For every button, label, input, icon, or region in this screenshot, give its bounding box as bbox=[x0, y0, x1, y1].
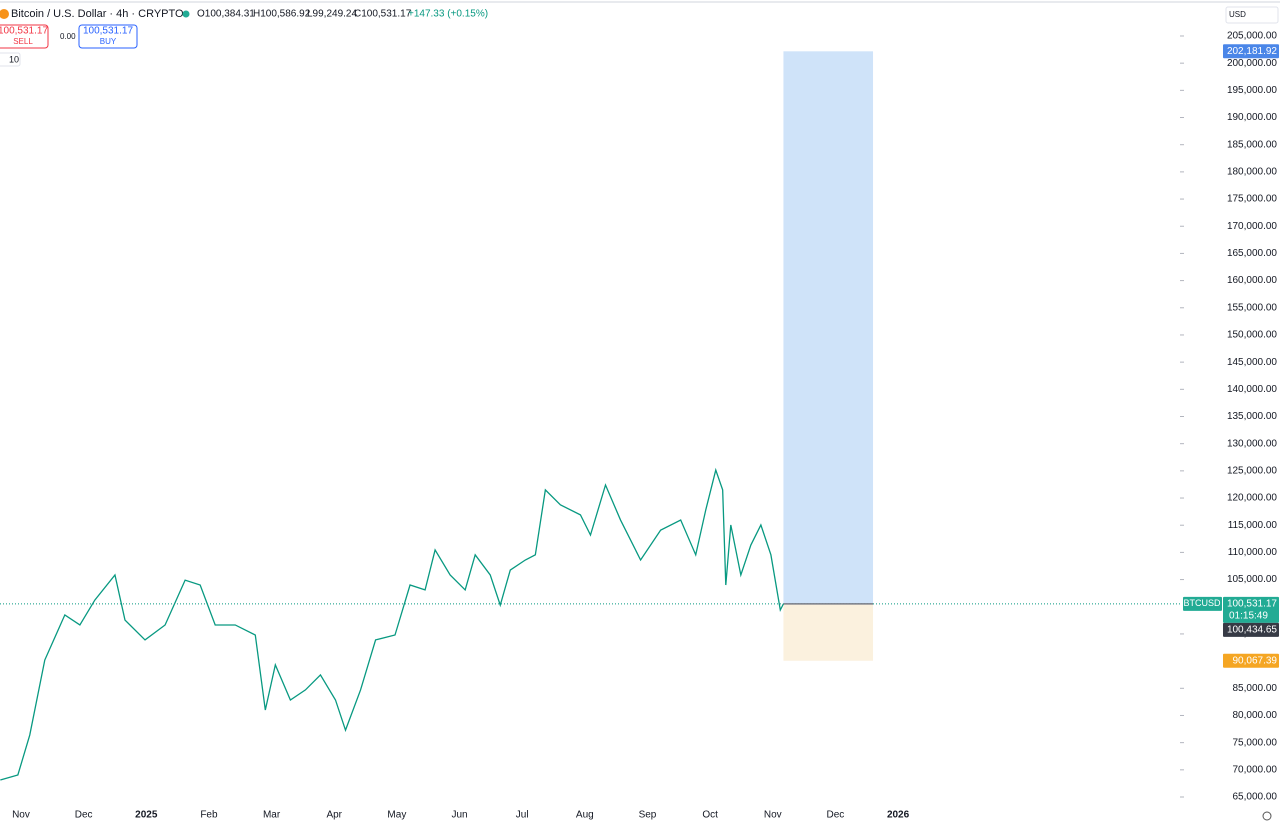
prev-price-label-bg bbox=[1223, 622, 1279, 637]
y-tick-label: 70,000.00 bbox=[1233, 764, 1278, 775]
loss-zone bbox=[783, 603, 874, 661]
chart-title[interactable]: Bitcoin / U.S. Dollar · 4h · CRYPTO bbox=[11, 8, 184, 20]
countdown: 01:15:49 bbox=[1229, 611, 1268, 622]
sell-button[interactable] bbox=[0, 24, 49, 49]
y-tick-label: 125,000.00 bbox=[1227, 465, 1277, 476]
y-tick-label: 85,000.00 bbox=[1233, 683, 1278, 694]
y-tick-label: 80,000.00 bbox=[1233, 710, 1278, 721]
entry-label-bg bbox=[1223, 596, 1279, 623]
y-tick-label: 110,000.00 bbox=[1228, 547, 1278, 558]
y-tick-label: 145,000.00 bbox=[1227, 357, 1277, 368]
x-tick-label: Sep bbox=[639, 810, 657, 821]
y-tick-label: 130,000.00 bbox=[1227, 438, 1277, 449]
x-tick-label: 2026 bbox=[887, 810, 910, 821]
ohlc-low: L99,249.24 bbox=[307, 9, 357, 20]
y-tick-label: 105,000.00 bbox=[1227, 574, 1277, 585]
ohlc-change: +147.33 (+0.15%) bbox=[408, 9, 488, 20]
y-tick-label: 150,000.00 bbox=[1227, 330, 1277, 341]
y-tick-label: 115,000.00 bbox=[1228, 520, 1278, 531]
y-tick-label: 65,000.00 bbox=[1233, 792, 1278, 803]
x-tick-label: 2025 bbox=[135, 810, 158, 821]
profit-zone bbox=[783, 51, 874, 604]
y-tick-label: 175,000.00 bbox=[1227, 194, 1277, 205]
y-tick-label: 170,000.00 bbox=[1227, 221, 1277, 232]
x-tick-label: Aug bbox=[576, 810, 594, 821]
currency-select[interactable] bbox=[1225, 6, 1279, 24]
x-tick-label: Jul bbox=[516, 810, 529, 821]
symbol-icon bbox=[0, 9, 9, 19]
entry-label: 100,531.17 bbox=[1227, 599, 1277, 610]
y-tick-label: 165,000.00 bbox=[1227, 248, 1277, 259]
y-tick-label: 160,000.00 bbox=[1227, 275, 1277, 286]
stop-label-bg bbox=[1223, 653, 1279, 668]
x-tick-label: Dec bbox=[827, 810, 845, 821]
ohlc-high: H100,586.92 bbox=[253, 9, 311, 20]
target-label-bg bbox=[1223, 44, 1279, 59]
x-tick-label: Mar bbox=[263, 810, 281, 821]
y-tick-label: 205,000.00 bbox=[1227, 31, 1277, 42]
prev-price-label: 100,434.65 bbox=[1227, 625, 1277, 636]
x-tick-label: Feb bbox=[200, 810, 218, 821]
x-tick-label: Apr bbox=[326, 810, 342, 821]
buy-label: BUY bbox=[100, 37, 117, 46]
currency: USD bbox=[1229, 10, 1246, 19]
y-tick-label: 120,000.00 bbox=[1227, 493, 1277, 504]
target-label: 202,181.92 bbox=[1227, 46, 1277, 57]
sell-price: 100,531.17 bbox=[0, 26, 48, 37]
y-tick-label: 75,000.00 bbox=[1233, 737, 1278, 748]
stop-label: 90,067.39 bbox=[1233, 655, 1278, 666]
x-tick-label: Nov bbox=[12, 810, 30, 821]
sell-label: SELL bbox=[13, 37, 33, 46]
buy-price: 100,531.17 bbox=[83, 26, 133, 37]
y-tick-label: 190,000.00 bbox=[1227, 112, 1277, 123]
spread: 0.00 bbox=[60, 32, 76, 41]
y-tick-label: 200,000.00 bbox=[1227, 58, 1277, 69]
settings-icon[interactable] bbox=[1262, 811, 1272, 821]
x-tick-label: Jun bbox=[451, 810, 467, 821]
symbol-tag-bg bbox=[1183, 596, 1222, 611]
x-tick-label: Dec bbox=[75, 810, 93, 821]
x-tick-label: Nov bbox=[764, 810, 782, 821]
y-tick-label: 135,000.00 bbox=[1227, 411, 1277, 422]
x-tick-label: Oct bbox=[702, 810, 718, 821]
ohlc-open: O100,384.31 bbox=[197, 9, 255, 20]
price-line bbox=[0, 467, 785, 781]
symbol-tag: BTCUSD bbox=[1183, 598, 1221, 608]
buy-button[interactable] bbox=[78, 24, 138, 49]
y-tick-label: 180,000.00 bbox=[1227, 167, 1277, 178]
y-tick-label: 140,000.00 bbox=[1227, 384, 1277, 395]
y-tick-label: 185,000.00 bbox=[1227, 139, 1277, 150]
x-tick-label: May bbox=[387, 810, 406, 821]
indicator-count: 10 bbox=[9, 54, 19, 64]
status-dot bbox=[182, 10, 190, 18]
indicator-toggle[interactable] bbox=[0, 52, 21, 67]
ohlc-close: C100,531.17 bbox=[354, 9, 412, 20]
plot: 65,000.00 70,000.00 75,000.00 80,000.00 85,0… bbox=[0, 31, 1277, 821]
y-tick-label: 155,000.00 bbox=[1227, 302, 1277, 313]
y-tick-label: 195,000.00 bbox=[1227, 85, 1277, 96]
